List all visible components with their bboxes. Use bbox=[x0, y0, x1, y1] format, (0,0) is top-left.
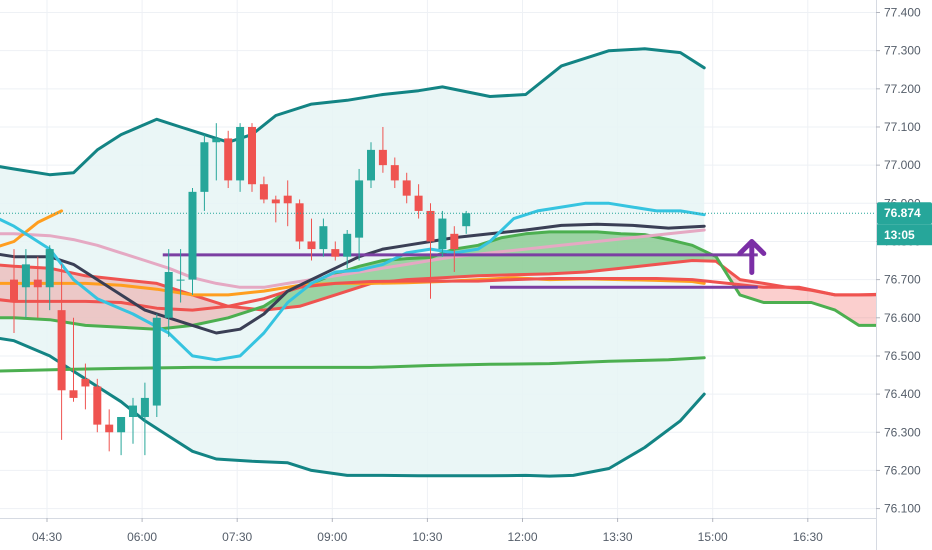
candle-body bbox=[319, 226, 328, 250]
price-tick-label: 77.200 bbox=[884, 82, 921, 96]
candle-body bbox=[295, 203, 304, 242]
time-tick-label: 12:00 bbox=[507, 530, 537, 544]
candle-body bbox=[271, 199, 280, 204]
candle-body bbox=[81, 378, 90, 387]
time-tick-label: 04:30 bbox=[32, 530, 62, 544]
candles bbox=[10, 123, 471, 456]
candle-body bbox=[212, 138, 221, 143]
conversion-line bbox=[0, 201, 706, 362]
candle-body bbox=[462, 213, 471, 227]
price-tick-label: 76.600 bbox=[884, 311, 921, 325]
candle-body bbox=[117, 416, 126, 433]
time-tick-label: 13:30 bbox=[603, 530, 633, 544]
candle-body bbox=[140, 397, 149, 417]
price-tick-label: 76.500 bbox=[884, 349, 921, 363]
candle-body bbox=[378, 149, 387, 166]
last-price-label: 76.874 bbox=[884, 206, 921, 220]
time-tick-label: 06:00 bbox=[127, 530, 157, 544]
base-line bbox=[0, 277, 876, 312]
candle-body bbox=[105, 424, 114, 433]
moving-average-orange-start bbox=[0, 209, 64, 248]
candle-body bbox=[426, 210, 435, 242]
candle-body bbox=[259, 184, 268, 200]
time-tick-label: 07:30 bbox=[222, 530, 252, 544]
candle-body bbox=[21, 264, 30, 288]
candle-body bbox=[367, 149, 375, 181]
time-tick-label: 09:00 bbox=[317, 530, 347, 544]
leading-span-b-line bbox=[0, 259, 876, 312]
plot-area bbox=[0, 47, 876, 478]
price-tick-label: 76.200 bbox=[884, 463, 921, 477]
price-tick-label: 77.100 bbox=[884, 120, 921, 134]
candle-body bbox=[236, 126, 245, 181]
candle-body bbox=[33, 279, 42, 288]
candle-body bbox=[331, 249, 340, 257]
candle-body bbox=[10, 279, 18, 303]
candle-body bbox=[414, 195, 423, 211]
candle-body bbox=[69, 390, 78, 398]
cloud-bullish bbox=[252, 231, 720, 311]
candle-body bbox=[224, 138, 233, 181]
last-price-badge bbox=[877, 202, 932, 225]
candle-body bbox=[283, 195, 292, 204]
candle-body bbox=[57, 310, 66, 391]
time-tick-label: 10:30 bbox=[412, 530, 442, 544]
candle-body bbox=[438, 218, 447, 250]
candle-body bbox=[343, 233, 352, 257]
lagging-span-line bbox=[0, 356, 706, 373]
candle-body bbox=[200, 142, 209, 192]
candle-body bbox=[355, 180, 364, 238]
price-tick-label: 76.100 bbox=[884, 502, 921, 516]
candle-body bbox=[93, 386, 102, 425]
candle-body bbox=[402, 180, 411, 196]
price-tick-label: 77.000 bbox=[884, 158, 921, 172]
price-tick-label: 76.400 bbox=[884, 387, 921, 401]
moving-average-dark bbox=[0, 222, 706, 335]
countdown-label: 13:05 bbox=[884, 228, 915, 242]
candle-body bbox=[152, 317, 161, 406]
time-axis: 04:30 06:00 07:30 09:00 10:30 12:00 13:30 15:00… bbox=[32, 518, 823, 544]
candle-body bbox=[129, 405, 137, 417]
price-tick-label: 77.400 bbox=[884, 6, 921, 20]
price-tick-label: 76.300 bbox=[884, 425, 921, 439]
leading-span-a-line bbox=[0, 230, 876, 331]
candle-body bbox=[390, 165, 399, 181]
price-tick-label: 77.300 bbox=[884, 44, 921, 58]
candle-body bbox=[307, 241, 316, 250]
candle-body bbox=[248, 126, 256, 185]
candle-body bbox=[164, 271, 173, 318]
price-tick-label: 76.700 bbox=[884, 273, 921, 287]
time-tick-label: 15:00 bbox=[698, 530, 728, 544]
countdown-badge bbox=[877, 224, 932, 246]
candle-body bbox=[450, 233, 459, 250]
bollinger-upper-band bbox=[0, 47, 706, 177]
candle-body bbox=[188, 191, 197, 280]
bollinger-fill bbox=[0, 48, 705, 477]
price-axis: 77.40077.30077.20077.10077.00076.90076.8… bbox=[876, 6, 932, 516]
time-tick-label: 16:30 bbox=[793, 530, 823, 544]
up-arrow-icon bbox=[737, 238, 767, 275]
candle-body bbox=[176, 279, 185, 281]
candle-body bbox=[45, 249, 54, 288]
